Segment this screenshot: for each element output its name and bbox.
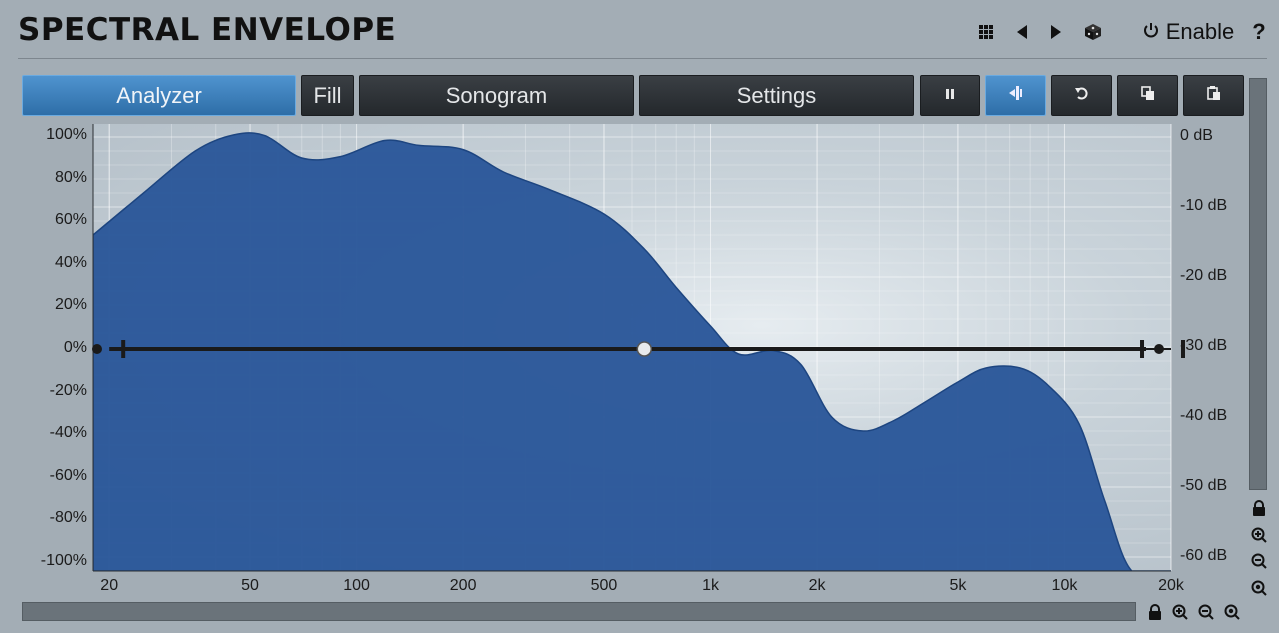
- envelope-right-bracket-b: [1181, 340, 1185, 358]
- vertical-scrollbar[interactable]: [1249, 78, 1267, 490]
- freeze-icon: [1008, 85, 1024, 106]
- paste-icon: [1206, 85, 1222, 106]
- percent-tick-label: -100%: [40, 552, 87, 569]
- copy-button[interactable]: [1117, 75, 1178, 116]
- previous-preset-triangle-left-icon[interactable]: [1011, 14, 1033, 50]
- frequency-tick-label: 1k: [702, 577, 719, 594]
- envelope-start-handle: [92, 344, 102, 354]
- pause-icon: [944, 87, 956, 105]
- pause-button[interactable]: [920, 75, 980, 116]
- db-tick-label: -10 dB: [1180, 197, 1228, 214]
- fill-button[interactable]: Fill: [301, 75, 354, 116]
- frequency-tick-label: 20: [100, 577, 119, 594]
- copy-icon: [1140, 85, 1156, 106]
- frequency-tick-label: 200: [449, 577, 477, 594]
- percent-tick-label: 60%: [54, 211, 87, 229]
- enable-label: Enable: [1165, 19, 1235, 44]
- horizontal-zoom-out-icon[interactable]: [1197, 603, 1215, 621]
- percent-tick-label: 0%: [63, 339, 87, 356]
- horizontal-zoom-in-icon[interactable]: [1171, 603, 1189, 621]
- power-icon: [1142, 21, 1160, 44]
- percent-tick-label: -60%: [49, 466, 87, 484]
- spectrum-area: [93, 132, 1171, 571]
- percent-tick-label: -20%: [49, 381, 87, 399]
- vertical-zoom-fit-icon[interactable]: [1250, 579, 1268, 597]
- analyzer-button[interactable]: Analyzer: [22, 75, 296, 116]
- enable-button[interactable]: Enable: [1138, 14, 1238, 50]
- plugin-title: SPECTRAL ENVELOPE: [18, 12, 397, 48]
- envelope-right-bracket-a: [1140, 340, 1145, 358]
- db-tick-label: -20 dB: [1180, 267, 1228, 284]
- vertical-lock-icon[interactable]: [1250, 499, 1268, 517]
- percent-tick-label: 80%: [54, 168, 87, 186]
- header-divider: [18, 58, 1267, 59]
- envelope-end-handle: [1154, 344, 1165, 354]
- frequency-tick-label: 100: [343, 577, 370, 594]
- horizontal-zoom-fit-icon[interactable]: [1223, 603, 1241, 621]
- freeze-button[interactable]: [985, 75, 1046, 116]
- help-button[interactable]: ?: [1252, 19, 1266, 44]
- percent-tick-label: 20%: [54, 296, 87, 314]
- frequency-tick-label: 50: [241, 577, 259, 594]
- randomize-dice-icon[interactable]: [1080, 14, 1106, 50]
- db-tick-label: 0 dB: [1180, 127, 1213, 144]
- vertical-zoom-out-icon[interactable]: [1250, 552, 1268, 570]
- reset-button[interactable]: [1051, 75, 1112, 116]
- header: SPECTRAL ENVELOPE Enable ?: [0, 0, 1279, 62]
- vertical-zoom-in-icon[interactable]: [1250, 526, 1268, 544]
- percent-tick-label: -80%: [49, 509, 87, 527]
- db-tick-label: -50 dB: [1180, 477, 1228, 494]
- envelope-center-handle: [636, 341, 653, 357]
- frequency-tick-label: 10k: [1051, 577, 1078, 594]
- settings-button[interactable]: Settings: [639, 75, 914, 116]
- envelope-left-bracket: [121, 340, 126, 358]
- presets-grid-icon[interactable]: [975, 14, 997, 50]
- percent-tick-label: 100%: [46, 126, 87, 143]
- percent-tick-label: -40%: [49, 424, 87, 442]
- reset-icon: [1074, 85, 1090, 106]
- sonogram-button[interactable]: Sonogram: [359, 75, 634, 116]
- frequency-tick-label: 2k: [808, 577, 826, 594]
- frequency-tick-label: 5k: [949, 577, 967, 594]
- frequency-tick-label: 500: [590, 577, 618, 594]
- frequency-tick-label: 20k: [1158, 577, 1184, 594]
- next-preset-triangle-right-icon[interactable]: [1045, 14, 1067, 50]
- horizontal-scrollbar[interactable]: [22, 602, 1136, 621]
- db-tick-label: -60 dB: [1180, 547, 1228, 564]
- paste-button[interactable]: [1183, 75, 1244, 116]
- db-tick-label: -30 dB: [1180, 337, 1228, 354]
- percent-tick-label: 40%: [54, 253, 87, 271]
- db-tick-label: -40 dB: [1180, 407, 1228, 424]
- horizontal-lock-icon[interactable]: [1146, 603, 1164, 621]
